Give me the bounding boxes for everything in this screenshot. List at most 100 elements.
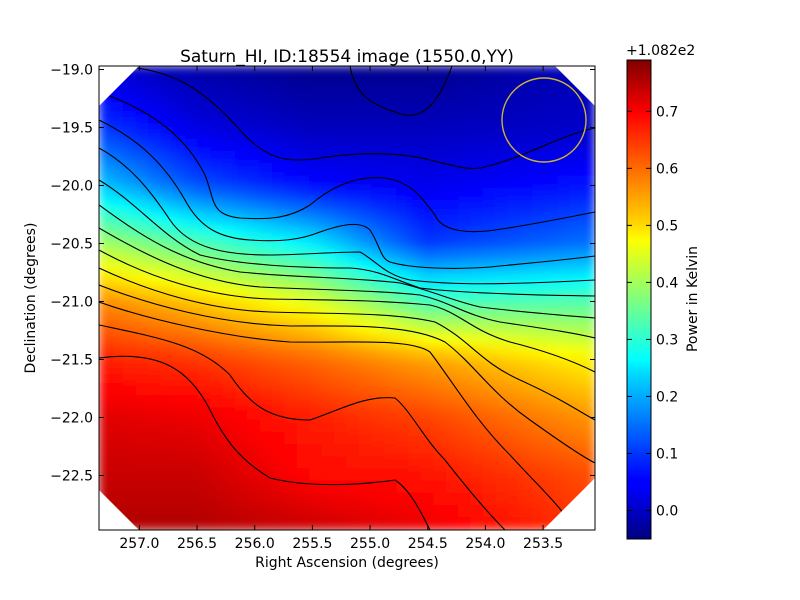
heatmap-cell <box>321 480 336 494</box>
heatmap-cell <box>371 297 385 311</box>
heatmap-cell <box>135 260 150 275</box>
heatmap-cell <box>433 273 447 287</box>
heatmap-cell <box>346 346 360 360</box>
heatmap-cell <box>259 138 274 152</box>
heatmap-cell <box>433 66 447 79</box>
heatmap-cell <box>309 212 323 226</box>
heatmap-cell <box>383 248 398 262</box>
heatmap-cell <box>234 260 249 275</box>
heatmap-cell <box>346 395 360 409</box>
heatmap-cell <box>160 66 174 79</box>
heatmap-cell <box>234 77 249 91</box>
heatmap-cell <box>110 309 125 323</box>
heatmap-cell <box>148 150 162 165</box>
heatmap-cell <box>520 297 534 311</box>
heatmap-cell <box>482 236 497 250</box>
heatmap-cell <box>420 175 435 189</box>
heatmap-cell <box>433 212 447 226</box>
heatmap-cell <box>520 431 534 446</box>
heatmap-cell <box>433 236 447 250</box>
heatmap-cell <box>321 395 336 409</box>
heatmap-cell <box>470 297 484 311</box>
heatmap-cell <box>135 334 150 348</box>
heatmap-cell <box>482 309 497 323</box>
heatmap-cell <box>433 102 447 116</box>
heatmap-cell <box>110 370 125 384</box>
heatmap-cell <box>396 212 410 226</box>
heatmap-cell <box>470 102 484 116</box>
heatmap-cell <box>346 419 360 433</box>
heatmap-cell <box>197 407 212 421</box>
heatmap-cell <box>99 187 112 201</box>
heatmap-cell <box>470 273 484 287</box>
heatmap-cell <box>210 138 224 152</box>
heatmap-cell <box>334 456 348 470</box>
heatmap-cell <box>470 309 484 323</box>
heatmap-cell <box>482 468 497 482</box>
heatmap-cell <box>284 468 298 482</box>
heatmap-cell <box>334 224 348 238</box>
heatmap-cell <box>557 285 571 299</box>
heatmap-cell <box>408 456 422 470</box>
heatmap-cell <box>284 138 298 152</box>
heatmap-cell <box>123 444 137 458</box>
heatmap-cell <box>296 346 311 360</box>
heatmap-cell <box>321 370 336 384</box>
heatmap-cell <box>123 431 137 446</box>
heatmap-cell <box>470 66 484 79</box>
heatmap-cell <box>234 114 249 128</box>
heatmap-cell <box>284 150 298 165</box>
heatmap-cell <box>321 126 336 140</box>
heatmap-cell <box>284 358 298 372</box>
heatmap-cell <box>582 321 595 336</box>
heatmap-cell <box>346 456 360 470</box>
heatmap-cell <box>148 358 162 372</box>
heatmap-cell <box>210 126 224 140</box>
heatmap-cell <box>272 382 286 397</box>
heatmap-cell <box>507 212 522 226</box>
heatmap-cell <box>334 444 348 458</box>
heatmap-cell <box>408 175 422 189</box>
heatmap-cell <box>185 456 199 470</box>
heatmap-cell <box>383 505 398 519</box>
heatmap-cell <box>99 309 112 323</box>
heatmap-cell <box>284 163 298 177</box>
heatmap-cell <box>445 89 460 104</box>
heatmap-cell <box>420 248 435 262</box>
heatmap-cell <box>197 334 212 348</box>
heatmap-cell <box>321 77 336 91</box>
heatmap-cell <box>420 77 435 91</box>
heatmap-cell <box>371 77 385 91</box>
heatmap-cell <box>197 456 212 470</box>
heatmap-cell <box>470 382 484 397</box>
heatmap-cell <box>110 492 125 507</box>
heatmap-cell <box>482 187 497 201</box>
heatmap-cell <box>520 382 534 397</box>
heatmap-cell <box>383 163 398 177</box>
heatmap-cell <box>420 297 435 311</box>
heatmap-cell <box>99 102 112 116</box>
heatmap-cell <box>544 346 559 360</box>
heatmap-cell <box>160 150 174 165</box>
heatmap-cell <box>197 138 212 152</box>
heatmap-cell <box>557 236 571 250</box>
heatmap-cell <box>371 150 385 165</box>
heatmap-cell <box>371 114 385 128</box>
heatmap-cell <box>197 517 212 530</box>
heatmap-cell <box>321 138 336 152</box>
heatmap-cell <box>408 480 422 494</box>
heatmap-cell <box>557 199 571 214</box>
heatmap-cell <box>321 273 336 287</box>
heatmap-cell <box>309 480 323 494</box>
heatmap-cell <box>495 431 509 446</box>
heatmap-cell <box>433 260 447 275</box>
heatmap-cell <box>148 309 162 323</box>
heatmap-cell <box>210 444 224 458</box>
heatmap-cell <box>582 260 595 275</box>
heatmap-cell <box>420 114 435 128</box>
heatmap-cell <box>247 224 261 238</box>
heatmap-cell <box>482 407 497 421</box>
heatmap-cell <box>396 199 410 214</box>
heatmap-cell <box>458 114 472 128</box>
heatmap-cell <box>272 187 286 201</box>
